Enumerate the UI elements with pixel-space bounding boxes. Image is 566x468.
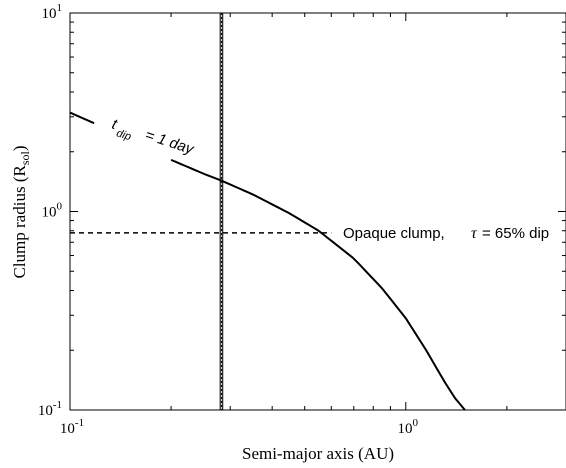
y-axis-label: Clump radius (Rsol) <box>10 145 32 278</box>
y-axis-label-main: Clump radius (R <box>10 165 29 279</box>
curve-label-t: t <box>110 116 120 134</box>
y-tick-label: 10-1 <box>38 399 62 419</box>
tau-label: = 65% dip <box>482 225 549 242</box>
tau-symbol: τ <box>471 225 478 242</box>
x-axis-label: Semi-major axis (AU) <box>242 444 394 463</box>
tdip-curve <box>69 111 95 125</box>
curve-label-sub: dip <box>115 127 133 143</box>
tdip-curve-segment <box>170 158 466 411</box>
y-tick-label: 101 <box>42 2 63 22</box>
plot-frame <box>69 12 566 411</box>
x-tick-label: 100 <box>398 417 419 437</box>
y-tick-label: 100 <box>42 201 63 221</box>
y-axis-label-close: ) <box>10 145 29 151</box>
x-tick-label: 10-1 <box>60 417 84 437</box>
curve-label-rest: = 1 day <box>143 126 197 158</box>
axis-ticks <box>69 12 566 411</box>
vertical-band <box>219 12 224 411</box>
y-axis-label-sub: sol <box>18 151 32 166</box>
opaque-clump-label: Opaque clump, <box>343 225 445 242</box>
svg-text:Clump radius (Rsol): Clump radius (Rsol) <box>10 145 32 278</box>
curve-label: t dip = 1 day <box>110 116 197 159</box>
axis-tick-labels: 10-1 100 10-1 100 101 <box>38 2 419 437</box>
